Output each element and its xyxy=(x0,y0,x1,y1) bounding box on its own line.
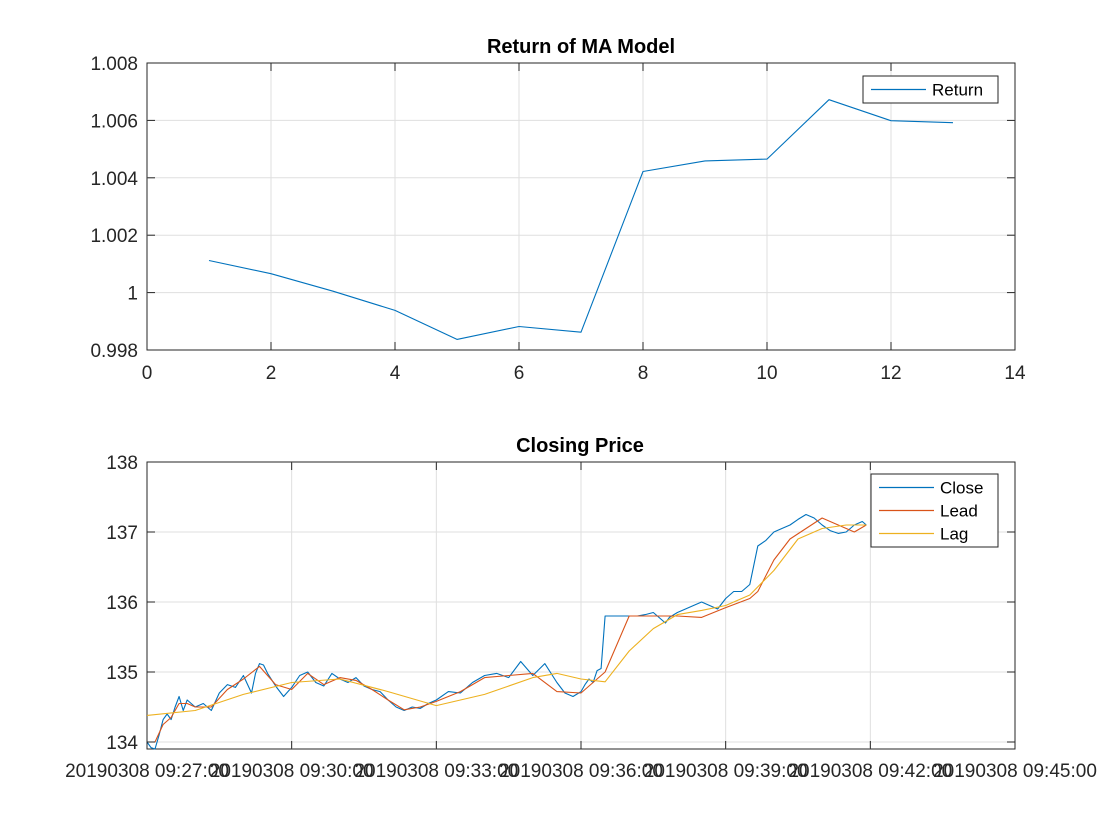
y-tick-label: 1.002 xyxy=(90,226,138,247)
y-tick-label: 137 xyxy=(106,523,138,544)
y-tick-label: 135 xyxy=(106,663,138,684)
y-tick-label: 134 xyxy=(106,733,138,754)
return-chart-xticks: 0 2 4 6 8 10 12 14 xyxy=(142,63,1026,384)
series-line-lag xyxy=(146,524,867,716)
legend-label: Return xyxy=(932,81,983,100)
return-chart-axes xyxy=(146,62,1016,351)
x-tick-label: 20190308 09:39:00 xyxy=(644,761,808,782)
x-tick-label: 20190308 09:36:00 xyxy=(499,761,663,782)
x-tick-label: 10 xyxy=(756,363,777,384)
return-chart-legend: Return xyxy=(862,75,999,104)
x-tick-label: 4 xyxy=(390,363,401,384)
x-tick-label: 12 xyxy=(880,363,901,384)
x-tick-label: 0 xyxy=(142,363,153,384)
return-chart: 0 2 4 6 8 10 12 14 0.998 1 1.002 1.004 1.006 1.008 R… xyxy=(90,36,1026,384)
return-chart-title: Return of MA Model xyxy=(487,36,675,58)
x-tick-label: 6 xyxy=(514,363,525,384)
y-tick-label: 0.998 xyxy=(90,341,138,362)
series-line-return xyxy=(208,99,954,340)
y-tick-label: 1.008 xyxy=(90,54,138,75)
x-tick-label: 8 xyxy=(638,363,649,384)
return-chart-lines xyxy=(208,99,954,340)
y-tick-label: 1 xyxy=(127,284,138,305)
y-tick-label: 136 xyxy=(106,593,138,614)
legend-label: Lag xyxy=(940,525,968,544)
legend-label: Close xyxy=(940,479,983,498)
closing-price-chart-title: Closing Price xyxy=(516,435,644,457)
series-line-lead xyxy=(147,517,867,743)
x-tick-label: 20190308 09:27:00 xyxy=(65,761,229,782)
y-tick-label: 138 xyxy=(106,453,138,474)
x-tick-label: 20190308 09:30:00 xyxy=(210,761,374,782)
y-tick-label: 1.006 xyxy=(90,111,138,132)
return-chart-grid xyxy=(147,63,1015,350)
x-tick-label: 2 xyxy=(266,363,277,384)
y-tick-label: 1.004 xyxy=(90,169,138,190)
series-line-close xyxy=(146,513,867,750)
legend-label: Lead xyxy=(940,502,978,521)
closing-price-chart-lines xyxy=(146,513,867,750)
closing-price-chart-legend: Close Lead Lag xyxy=(870,473,999,548)
x-tick-label: 20190308 09:42:00 xyxy=(788,761,952,782)
closing-price-chart-yticks: 134 135 136 137 138 xyxy=(106,453,1015,754)
x-tick-label: 20190308 09:33:00 xyxy=(354,761,518,782)
x-tick-label: 14 xyxy=(1004,363,1026,384)
x-tick-label: 20190308 09:45:00 xyxy=(933,761,1097,782)
return-chart-yticks: 0.998 1 1.002 1.004 1.006 1.008 xyxy=(90,54,1015,362)
